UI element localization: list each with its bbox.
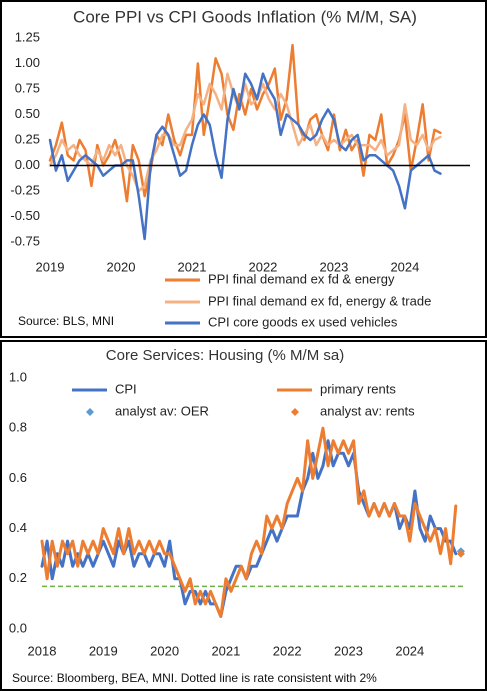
y-tick-label: 0.50 xyxy=(15,106,40,121)
y-tick-label: 0.2 xyxy=(9,570,27,585)
series-line xyxy=(40,426,458,618)
x-tick-label: 2022 xyxy=(273,643,302,658)
y-tick-label: -0.50 xyxy=(10,208,40,223)
legend-swatch xyxy=(291,408,299,416)
x-tick-label: 2020 xyxy=(150,643,179,658)
x-tick-label: 2024 xyxy=(390,259,419,274)
chart-title: Core Services: Housing (% M/M sa) xyxy=(106,347,344,364)
y-tick-label: 0.00 xyxy=(15,157,40,172)
legend-label: analyst av: rents xyxy=(320,403,415,418)
y-tick-label: 1.25 xyxy=(15,29,40,44)
series-line xyxy=(48,72,442,193)
legend-label: PPI final demand ex fd & energy xyxy=(208,271,395,286)
y-tick-label: 1.00 xyxy=(15,55,40,70)
legend-label: primary rents xyxy=(320,381,396,396)
y-tick-label: 0.0 xyxy=(9,620,27,635)
y-tick-label: -0.75 xyxy=(10,233,40,248)
x-tick-label: 2024 xyxy=(395,643,424,658)
y-tick-label: 0.75 xyxy=(15,80,40,95)
x-tick-label: 2023 xyxy=(319,259,348,274)
legend-label: analyst av: OER xyxy=(115,403,209,418)
series-marker xyxy=(456,549,465,558)
x-tick-label: 2021 xyxy=(178,259,207,274)
x-tick-label: 2019 xyxy=(89,643,118,658)
source-note: Source: BLS, MNI xyxy=(18,314,114,328)
y-tick-label: 1.0 xyxy=(9,369,27,384)
series-line xyxy=(48,43,442,203)
legend-label: CPI core goods ex used vehicles xyxy=(208,314,398,329)
panel-frame xyxy=(0,0,487,338)
y-tick-label: 0.25 xyxy=(15,131,40,146)
chart-title: Core PPI vs CPI Goods Inflation (% M/M, … xyxy=(73,7,417,26)
x-tick-label: 2021 xyxy=(211,643,240,658)
source-note: Source: Bloomberg, BEA, MNI. Dotted line… xyxy=(12,671,377,685)
x-tick-label: 2022 xyxy=(248,259,277,274)
y-tick-label: -0.25 xyxy=(10,182,40,197)
legend-label: CPI xyxy=(115,381,137,396)
y-tick-label: 0.8 xyxy=(9,420,27,435)
x-tick-label: 2018 xyxy=(28,643,57,658)
legend-swatch xyxy=(86,408,94,416)
legend-label: PPI final demand ex fd, energy & trade xyxy=(208,293,431,308)
x-tick-label: 2019 xyxy=(36,259,65,274)
x-tick-label: 2020 xyxy=(107,259,136,274)
x-tick-label: 2023 xyxy=(334,643,363,658)
y-tick-label: 0.6 xyxy=(9,470,27,485)
y-tick-label: 0.4 xyxy=(9,520,27,535)
